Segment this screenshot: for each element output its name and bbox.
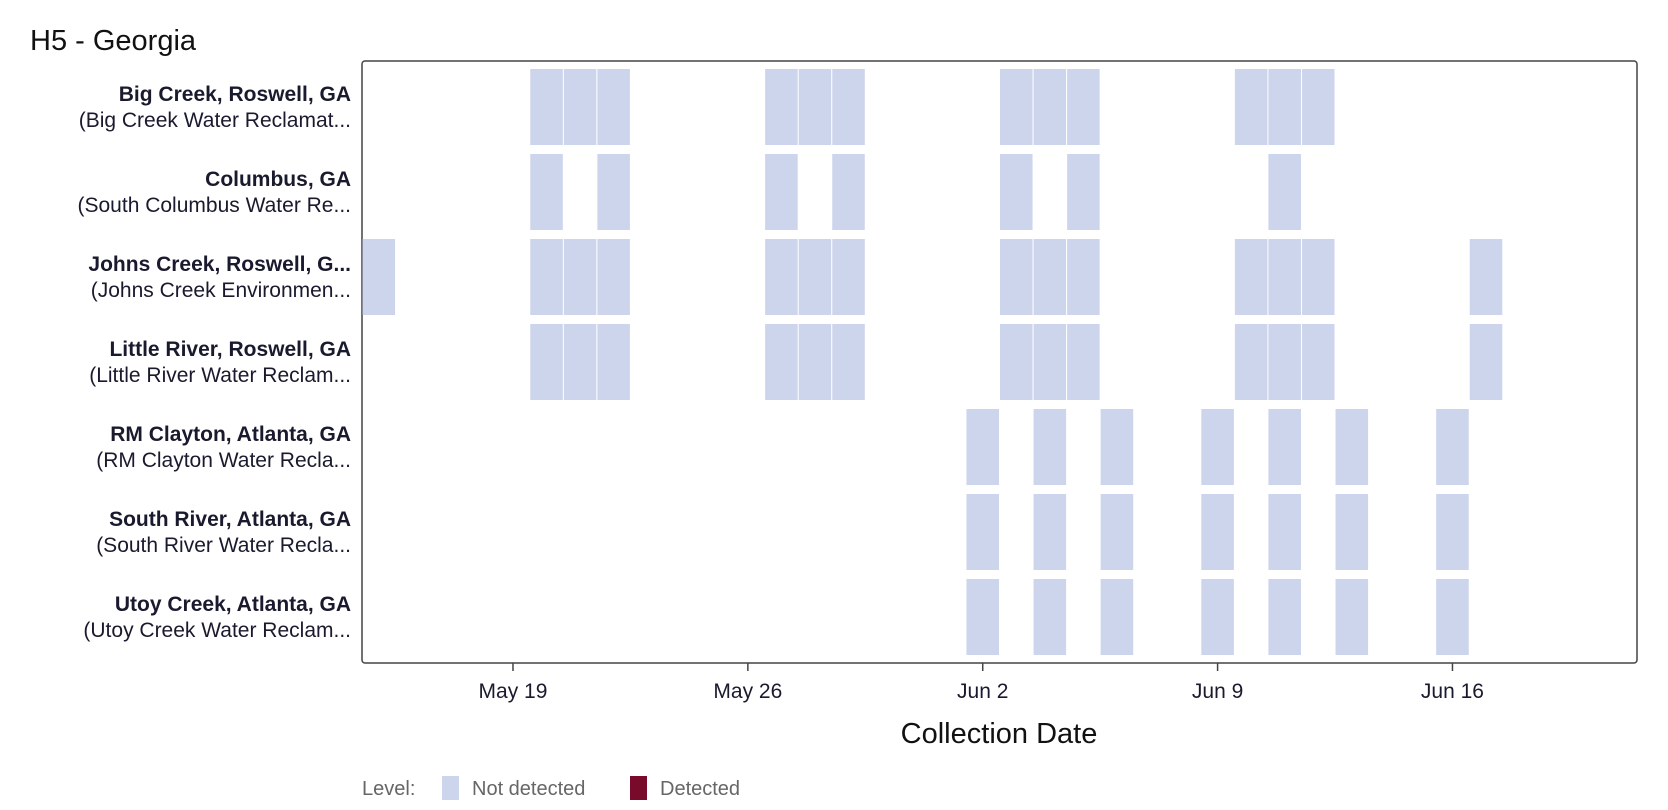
legend-label: Detected (660, 778, 740, 800)
x-tick-label: Jun 9 (1192, 680, 1243, 703)
legend-title: Level: (362, 778, 415, 800)
cell-not-detected (1201, 409, 1234, 485)
plot-frame (361, 60, 1638, 664)
row-label-facility: (Utoy Creek Water Reclam... (83, 619, 351, 642)
cell-not-detected (530, 239, 563, 315)
cell-not-detected (1100, 409, 1134, 485)
row-label-facility: (Johns Creek Environmen... (91, 279, 351, 302)
row-label-site: South River, Atlanta, GA (109, 508, 351, 531)
cell-not-detected (563, 69, 597, 145)
cell-not-detected (1000, 154, 1033, 230)
legend: Level: Not detected Detected (362, 776, 740, 800)
row-label-site: Columbus, GA (205, 168, 351, 191)
cell-not-detected (1067, 69, 1100, 145)
cell-not-detected (530, 154, 563, 230)
cell-not-detected (1268, 579, 1301, 655)
cell-not-detected (765, 239, 798, 315)
cell-not-detected (1100, 494, 1134, 570)
cell-not-detected (966, 409, 999, 485)
x-axis-label: Collection Date (901, 718, 1098, 750)
cell-not-detected (530, 324, 563, 400)
legend-label: Not detected (472, 778, 585, 800)
cell-not-detected (966, 579, 999, 655)
cell-not-detected (597, 154, 630, 230)
cell-not-detected (1335, 494, 1369, 570)
row-label-facility: (Little River Water Reclam... (89, 364, 351, 387)
cell-not-detected (1436, 494, 1469, 570)
cell-not-detected (1301, 239, 1335, 315)
x-axis: May 19 May 26 Jun 2 Jun 9 Jun 16 (479, 663, 1484, 703)
row-label-facility: (South River Water Recla... (96, 534, 351, 557)
cell-not-detected (1469, 324, 1503, 400)
row-label-facility: (Big Creek Water Reclamat... (79, 109, 351, 132)
cell-not-detected (1067, 239, 1100, 315)
cell-not-detected (563, 239, 597, 315)
cell-not-detected (1000, 69, 1033, 145)
cell-not-detected (1033, 579, 1067, 655)
cell-not-detected (1100, 579, 1134, 655)
row-label-facility: (RM Clayton Water Recla... (96, 449, 351, 472)
cell-not-detected (362, 239, 396, 315)
cell-not-detected (1268, 324, 1301, 400)
cell-not-detected (530, 69, 563, 145)
cell-not-detected (1268, 239, 1301, 315)
cell-not-detected (1268, 154, 1301, 230)
cell-not-detected (597, 69, 630, 145)
cell-not-detected (1234, 69, 1268, 145)
cell-not-detected (798, 239, 832, 315)
cell-not-detected (1436, 409, 1469, 485)
cell-not-detected (798, 69, 832, 145)
cell-not-detected (1033, 324, 1067, 400)
cell-not-detected (1234, 324, 1268, 400)
cell-not-detected (1436, 579, 1469, 655)
row-label-site: Utoy Creek, Atlanta, GA (115, 593, 351, 616)
cell-not-detected (1335, 579, 1369, 655)
cell-not-detected (798, 324, 832, 400)
row-labels: Big Creek, Roswell, GA (Big Creek Water R… (78, 83, 352, 642)
row-label-site: RM Clayton, Atlanta, GA (110, 423, 351, 446)
cell-not-detected (1234, 239, 1268, 315)
cell-not-detected (1067, 324, 1100, 400)
row-label-site: Little River, Roswell, GA (109, 338, 351, 361)
cell-not-detected (1033, 494, 1067, 570)
cell-not-detected (597, 324, 630, 400)
cell-not-detected (1033, 409, 1067, 485)
x-tick-label: May 19 (479, 680, 548, 703)
cell-not-detected (832, 69, 865, 145)
chart-title: H5 - Georgia (30, 25, 197, 57)
cell-not-detected (1000, 239, 1033, 315)
cell-not-detected (1033, 239, 1067, 315)
cell-not-detected (966, 494, 999, 570)
cell-not-detected (563, 324, 597, 400)
cell-not-detected (597, 239, 630, 315)
cell-not-detected (1067, 154, 1100, 230)
cell-not-detected (1301, 324, 1335, 400)
cell-not-detected (1201, 579, 1234, 655)
cell-not-detected (832, 154, 865, 230)
cell-not-detected (765, 324, 798, 400)
legend-swatch (442, 776, 459, 800)
cell-not-detected (1268, 69, 1301, 145)
legend-swatch (630, 776, 647, 800)
cell-not-detected (1301, 69, 1335, 145)
cell-not-detected (832, 324, 865, 400)
cell-not-detected (1469, 239, 1503, 315)
cell-not-detected (765, 154, 798, 230)
cell-not-detected (1201, 494, 1234, 570)
cell-not-detected (1268, 409, 1301, 485)
heatmap-cells (362, 69, 1503, 655)
x-tick-label: Jun 16 (1421, 680, 1484, 703)
row-label-facility: (South Columbus Water Re... (78, 194, 352, 217)
row-label-site: Big Creek, Roswell, GA (119, 83, 351, 106)
cell-not-detected (1033, 69, 1067, 145)
cell-not-detected (765, 69, 798, 145)
x-tick-label: Jun 2 (957, 680, 1008, 703)
cell-not-detected (1000, 324, 1033, 400)
cell-not-detected (1335, 409, 1369, 485)
x-tick-label: May 26 (713, 680, 782, 703)
cell-not-detected (832, 239, 865, 315)
cell-not-detected (1268, 494, 1301, 570)
row-label-site: Johns Creek, Roswell, G... (88, 253, 351, 276)
